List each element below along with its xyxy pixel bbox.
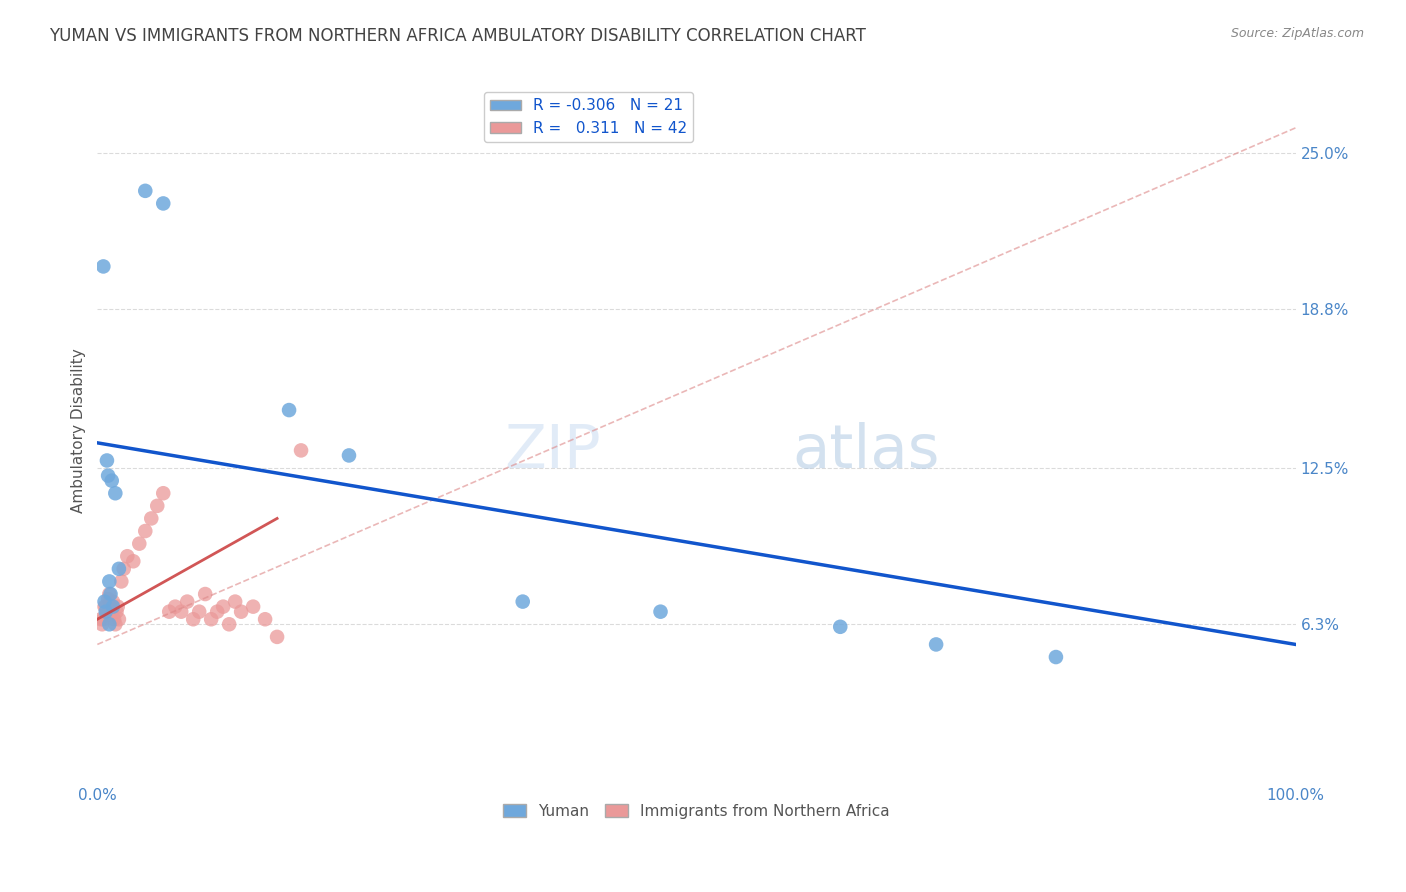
Point [91,617,114,632]
Point [200,612,222,626]
Point [100,587,122,601]
Point [1045,650,1067,665]
Point [107,599,129,614]
Point [254,612,277,626]
Text: atlas: atlas [793,422,939,481]
Point [98,587,121,601]
Point [103,612,125,626]
Point [205,605,228,619]
Point [104,617,127,632]
Point [101,594,124,608]
Point [212,599,235,614]
Point [925,637,948,651]
Point [231,605,253,619]
Point [112,562,135,576]
Point [90,612,112,626]
Point [104,486,127,500]
Point [242,599,264,614]
Text: ZIP: ZIP [503,422,600,481]
Point [93,599,115,614]
Point [337,449,360,463]
Point [98,574,121,589]
Point [650,605,672,619]
Point [94,599,117,614]
Point [100,605,122,619]
Point [170,605,193,619]
Point [152,486,174,500]
Point [117,549,139,564]
Point [134,184,156,198]
Point [96,453,118,467]
Point [93,594,115,608]
Point [146,499,169,513]
Point [224,594,246,608]
Point [165,599,187,614]
Point [100,599,122,614]
Point [108,612,131,626]
Point [98,617,121,632]
Point [141,511,163,525]
Point [134,524,156,538]
Point [108,562,131,576]
Point [97,592,120,607]
Point [176,594,198,608]
Point [122,554,145,568]
Point [110,574,132,589]
Legend: Yuman, Immigrants from Northern Africa: Yuman, Immigrants from Northern Africa [498,797,896,825]
Point [96,605,118,619]
Point [157,605,180,619]
Point [194,587,217,601]
Point [181,612,204,626]
Point [152,196,174,211]
Point [218,617,240,632]
Text: YUMAN VS IMMIGRANTS FROM NORTHERN AFRICA AMBULATORY DISABILITY CORRELATION CHART: YUMAN VS IMMIGRANTS FROM NORTHERN AFRICA… [49,27,866,45]
Point [512,594,534,608]
Point [830,620,852,634]
Point [97,468,120,483]
Text: Source: ZipAtlas.com: Source: ZipAtlas.com [1230,27,1364,40]
Y-axis label: Ambulatory Disability: Ambulatory Disability [72,348,86,513]
Point [93,612,115,626]
Point [266,630,288,644]
Point [278,403,301,417]
Point [188,605,211,619]
Point [290,443,312,458]
Point [93,260,115,274]
Point [100,474,122,488]
Point [105,605,128,619]
Point [101,599,124,614]
Point [128,536,150,550]
Point [94,605,117,619]
